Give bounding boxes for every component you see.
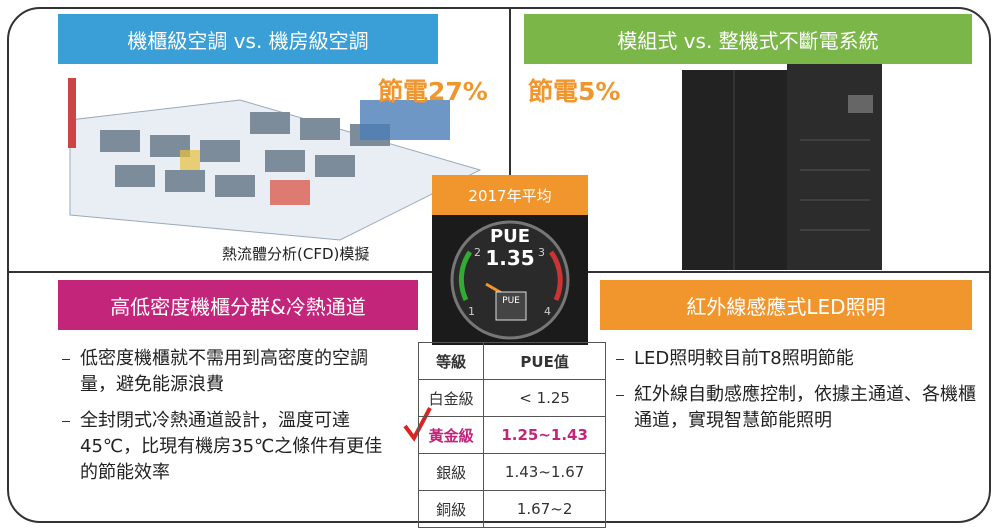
header: 模組式 vs. 整機式不斷電系統	[524, 14, 972, 64]
ups-image	[682, 60, 882, 270]
gauge-value: 1.35	[485, 246, 535, 270]
header: 紅外線感應式LED照明	[600, 280, 972, 330]
cell: 白金級	[417, 379, 485, 417]
cell: 1.43~1.67	[483, 453, 606, 491]
center-label: 2017年平均	[432, 175, 588, 215]
gauge-small-title: PUE	[502, 296, 520, 306]
cell: 黃金級	[417, 416, 485, 454]
bullet: 低密度機櫃就不需用到高密度的空調量，避免能源浪費	[58, 346, 388, 398]
table-row: 銅級 1.67~2	[417, 490, 606, 528]
saving: 節電27%	[378, 77, 488, 106]
gauge-dial	[450, 220, 570, 340]
cell: 1.67~2	[483, 490, 606, 528]
cell: 1.25~1.43	[483, 416, 606, 454]
cell: 銀級	[417, 453, 485, 491]
bullets: 低密度機櫃就不需用到高密度的空調量，避免能源浪費全封閉式冷熱通道設計，溫度可達4…	[58, 346, 388, 496]
caption: 熱流體分析(CFD)模擬	[222, 245, 370, 263]
saving: 節電5%	[528, 77, 621, 106]
cfd-image	[68, 78, 482, 241]
table-row: 銀級 1.43~1.67	[417, 453, 606, 491]
header: 高低密度機櫃分群&冷熱通道	[58, 280, 418, 330]
gauge-scale-label: 3	[538, 246, 545, 259]
header-cell: PUE值	[483, 342, 606, 380]
header-cell: 等級	[417, 342, 485, 380]
table-header: 等級 PUE值	[417, 342, 606, 380]
gauge-scale-label: 2	[474, 246, 481, 259]
bullet: LED照明較目前T8照明節能	[612, 346, 982, 372]
pue-table: 等級 PUE值 白金級 < 1.25 黃金級 1.25~1.43 銀級 1.43~1.67 銅級…	[417, 342, 606, 528]
bullets: LED照明較目前T8照明節能紅外線自動感應控制，依據主通道、各機櫃通道，實現智慧…	[612, 346, 982, 444]
gauge-scale-label: 1	[468, 305, 475, 318]
gauge-box	[495, 291, 527, 321]
table-row: 黃金級 1.25~1.43	[417, 416, 606, 454]
header: 機櫃級空調 vs. 機房級空調	[58, 14, 438, 64]
bullet: 紅外線自動感應控制，依據主通道、各機櫃通道，實現智慧節能照明	[612, 382, 982, 434]
bullet: 全封閉式冷熱通道設計，溫度可達45℃，比現有機房35℃之條件有更佳的節能效率	[58, 408, 388, 486]
cell: < 1.25	[483, 379, 606, 417]
gauge-title: PUE	[489, 226, 531, 247]
cell: 銅級	[417, 490, 485, 528]
table-row: 白金級 < 1.25	[417, 379, 606, 417]
gauge-scale-label: 4	[544, 305, 551, 318]
